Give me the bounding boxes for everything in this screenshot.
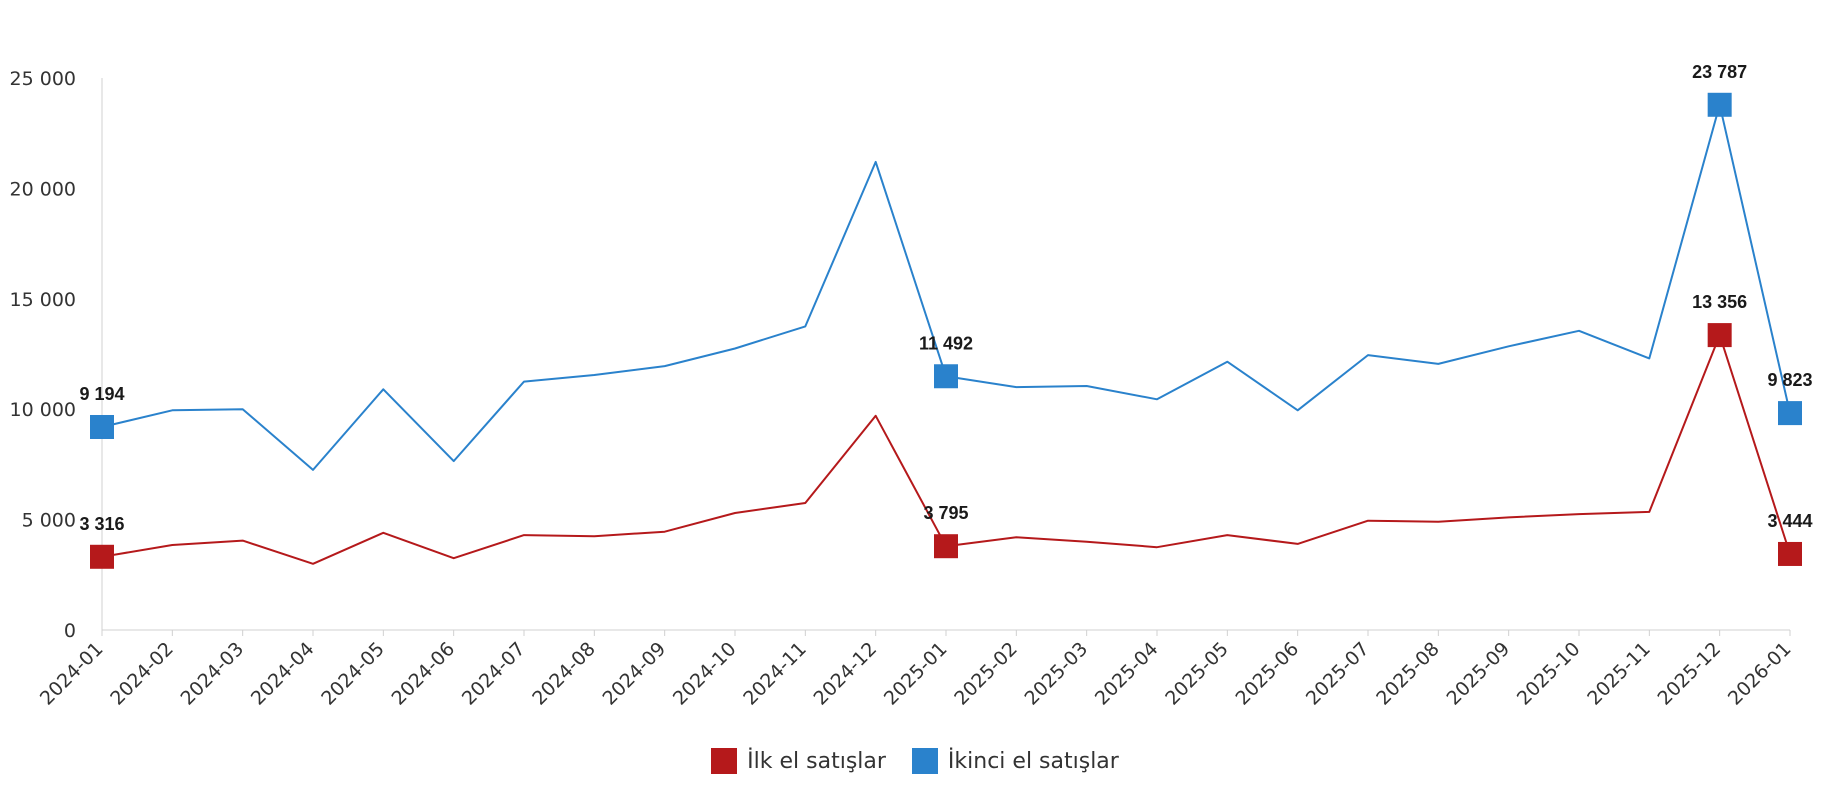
legend-label-second-hand: İkinci el satışlar <box>947 748 1119 774</box>
x-tick-label: 2025-05 <box>1161 638 1233 710</box>
y-tick-label: 10 000 <box>10 399 76 421</box>
data-label: 3 795 <box>923 503 968 523</box>
legend-swatch-second-hand <box>911 748 938 774</box>
data-point-marker <box>934 534 958 559</box>
x-tick-label: 2024-02 <box>106 638 178 710</box>
data-label: 11 492 <box>919 333 973 353</box>
x-tick-label: 2024-09 <box>599 638 671 710</box>
data-point-marker <box>90 414 114 439</box>
data-label: 3 444 <box>1767 511 1812 531</box>
y-tick-label: 5 000 <box>22 510 76 532</box>
data-point-marker <box>90 544 114 569</box>
x-tick-label: 2024-10 <box>669 638 741 710</box>
x-tick-label: 2025-09 <box>1443 638 1515 710</box>
legend-item-first-hand: İlk el satışlar <box>711 748 886 774</box>
data-point-marker <box>1778 401 1802 426</box>
data-label: 9 194 <box>79 384 124 404</box>
series-markers <box>90 92 1802 569</box>
x-tick-label: 2026-01 <box>1724 638 1796 710</box>
data-labels: 3 316 3 795 13 356 3 444 9 194 11 492 23 787 9 … <box>79 62 1812 534</box>
y-tick-label: 20 000 <box>10 178 76 200</box>
data-label: 13 356 <box>1692 292 1747 312</box>
x-tick-label: 2024-01 <box>36 638 108 710</box>
legend-item-second-hand: İkinci el satışlar <box>911 748 1119 774</box>
x-tick-label: 2025-07 <box>1302 638 1374 710</box>
data-label: 9 823 <box>1767 370 1812 390</box>
legend: İlk el satışlar İkinci el satışlar <box>0 748 1830 774</box>
data-label: 3 316 <box>79 514 124 534</box>
x-tick-label: 2025-08 <box>1372 638 1444 710</box>
x-tick-label: 2025-04 <box>1091 638 1163 710</box>
data-point-marker <box>1778 541 1802 566</box>
x-tick-label: 2025-12 <box>1654 638 1726 710</box>
data-label: 23 787 <box>1692 62 1747 82</box>
x-tick-label: 2025-06 <box>1232 638 1304 710</box>
y-tick-label: 0 <box>64 620 76 642</box>
x-tick-label: 2024-04 <box>247 638 319 710</box>
y-tick-label: 25 000 <box>10 68 76 90</box>
x-tick-label: 2025-01 <box>880 638 952 710</box>
legend-label-first-hand: İlk el satışlar <box>747 748 886 774</box>
data-point-marker <box>1707 92 1732 117</box>
x-tick-label: 2024-07 <box>458 638 530 710</box>
x-tick-label: 2025-02 <box>950 638 1022 710</box>
x-tick-label: 2024-08 <box>528 638 600 710</box>
x-tick-label: 2024-12 <box>810 638 882 710</box>
y-tick-label: 15 000 <box>10 289 76 311</box>
x-axis-ticks: 2024-012024-022024-032024-042024-052024-… <box>36 630 1796 710</box>
x-tick-label: 2025-03 <box>1021 638 1093 710</box>
x-tick-label: 2024-06 <box>388 638 460 710</box>
x-tick-label: 2024-03 <box>177 638 249 710</box>
x-tick-label: 2024-05 <box>317 638 389 710</box>
data-point-marker <box>934 364 958 389</box>
series-line-1 <box>101 103 1791 471</box>
y-axis-ticks: 0 5 000 10 000 15 000 20 000 25 000 <box>10 68 76 642</box>
x-tick-label: 2025-11 <box>1583 638 1655 710</box>
data-point-marker <box>1707 323 1732 348</box>
x-tick-label: 2025-10 <box>1513 638 1585 710</box>
legend-swatch-first-hand <box>711 748 738 774</box>
x-tick-label: 2024-11 <box>739 638 811 710</box>
